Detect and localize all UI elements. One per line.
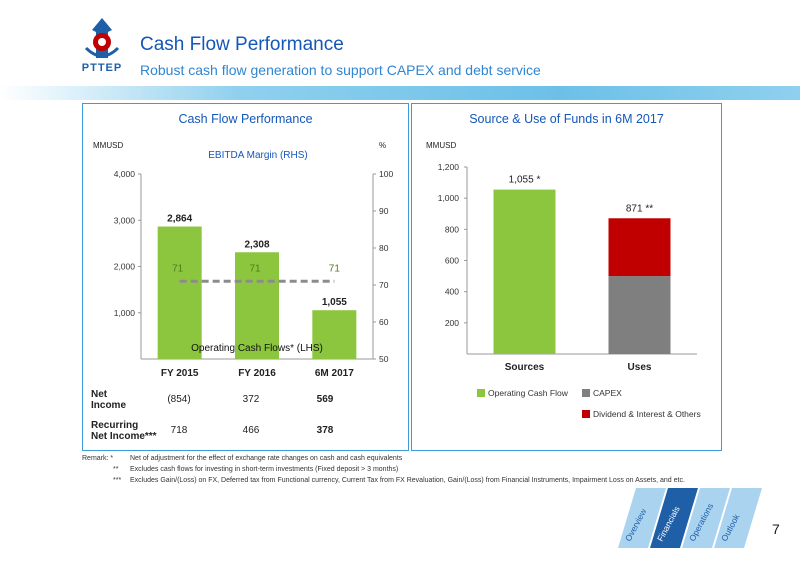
ebitda-margin-value-label: 71	[172, 263, 184, 274]
ocf-bar	[157, 226, 202, 359]
ocf-bar-value-label: 2,308	[244, 239, 269, 250]
right-y-tick-label: 100	[379, 169, 393, 179]
tab-operations[interactable]	[682, 488, 730, 548]
y-tick-label: 400	[445, 287, 459, 297]
x-category-label: 6M 2017	[315, 368, 354, 379]
stacked-bar-segment	[608, 276, 671, 354]
legend-label-capex: CAPEX	[593, 388, 622, 398]
x-category-label: Sources	[505, 362, 545, 373]
remark-3-marker: ***	[113, 477, 122, 484]
panel-title-source-use: Source & Use of Funds in 6M 2017	[469, 112, 664, 126]
remark-2-marker: **	[113, 466, 119, 473]
left-y-tick-label: 2,000	[114, 262, 136, 272]
tab-outlook[interactable]	[714, 488, 762, 548]
left-y-tick-label: 4,000	[114, 169, 136, 179]
net-income-fy2015: (854)	[167, 394, 191, 405]
stacked-bar-segment	[608, 218, 671, 277]
right-axis-unit: %	[379, 141, 386, 150]
pttep-logo: PTTEP	[72, 14, 132, 78]
y-tick-label: 1,000	[438, 193, 460, 203]
source-use-chart: MMUSD 200 400 600 800 1,000 1,200 1,055 * Source…	[426, 141, 697, 373]
stacked-bar-segment	[493, 189, 556, 354]
ocf-bar	[312, 310, 357, 359]
legend-swatch-ocf	[477, 389, 485, 397]
y-tick-label: 800	[445, 224, 459, 234]
right-y-tick-label: 60	[379, 317, 389, 327]
x-category-label: FY 2015	[161, 368, 199, 379]
left-y-tick-label: 1,000	[114, 308, 136, 318]
tab-overview[interactable]	[618, 488, 666, 548]
page-title: Cash Flow Performance	[140, 34, 344, 55]
recurring-net-income-label: Recurring Net Income***	[91, 420, 157, 442]
ocf-series-label: Operating Cash Flows* (LHS)	[191, 343, 323, 354]
panel-title-cash-flow: Cash Flow Performance	[178, 112, 313, 126]
y-axis-unit: MMUSD	[426, 141, 456, 150]
y-tick-label: 1,200	[438, 162, 460, 172]
ocf-bar	[235, 252, 279, 359]
legend-label-ocf: Operating Cash Flow	[488, 388, 568, 398]
ebitda-margin-value-label: 71	[249, 263, 261, 274]
x-category-label: Uses	[628, 362, 652, 373]
bar-total-label: 871 **	[626, 203, 653, 214]
source-use-panel: Source & Use of Funds in 6M 2017 MMUSD 20…	[411, 103, 722, 451]
net-income-fy2016: 372	[242, 394, 260, 405]
ocf-bar-value-label: 1,055	[322, 297, 347, 308]
ebitda-margin-value-label: 71	[329, 263, 341, 274]
right-y-tick-label: 50	[379, 354, 389, 364]
pttep-emblem-icon	[84, 18, 120, 58]
legend-swatch-dividend	[582, 410, 590, 418]
ocf-bar-value-label: 2,864	[167, 214, 192, 225]
header-stripe	[0, 86, 800, 100]
legend-label-dividend: Dividend & Interest & Others	[593, 409, 701, 419]
legend-swatch-capex	[582, 389, 590, 397]
y-tick-label: 200	[445, 318, 459, 328]
section-nav-tabs: Overview Financials Operations Outlook	[618, 488, 762, 548]
right-y-tick-label: 90	[379, 206, 389, 216]
page-subtitle: Robust cash flow generation to support C…	[140, 62, 541, 78]
right-y-tick-label: 80	[379, 243, 389, 253]
cash-flow-chart: MMUSD % EBITDA Margin (RHS) 1,000 2,000 3,000…	[93, 141, 393, 379]
remark-3-text: Excludes Gain/(Loss) on FX, Deferred tax…	[130, 477, 685, 484]
tab-financials[interactable]	[650, 488, 698, 548]
recurring-fy2015: 718	[170, 425, 188, 436]
left-axis-unit: MMUSD	[93, 141, 123, 150]
net-income-6m2017: 569	[316, 394, 334, 405]
right-y-tick-label: 70	[379, 280, 389, 290]
cash-flow-panel: Cash Flow Performance MMUSD% EBITDA Margi…	[82, 103, 409, 451]
x-category-label: FY 2016	[238, 368, 276, 379]
bar-total-label: 1,055 *	[509, 175, 541, 186]
remark-1-marker: Remark: *	[82, 455, 114, 462]
net-income-label: Net Income	[91, 389, 127, 411]
recurring-6m2017: 378	[316, 425, 334, 436]
remark-2-text: Excludes cash flows for investing in sho…	[130, 466, 399, 473]
page-number: 7	[772, 521, 780, 537]
logo-text: PTTEP	[81, 62, 123, 74]
recurring-fy2016: 466	[242, 425, 260, 436]
y-tick-label: 600	[445, 256, 459, 266]
ebitda-margin-label: EBITDA Margin (RHS)	[208, 150, 307, 161]
remark-1-text: Net of adjustment for the effect of exch…	[130, 455, 403, 462]
left-y-tick-label: 3,000	[114, 215, 136, 225]
